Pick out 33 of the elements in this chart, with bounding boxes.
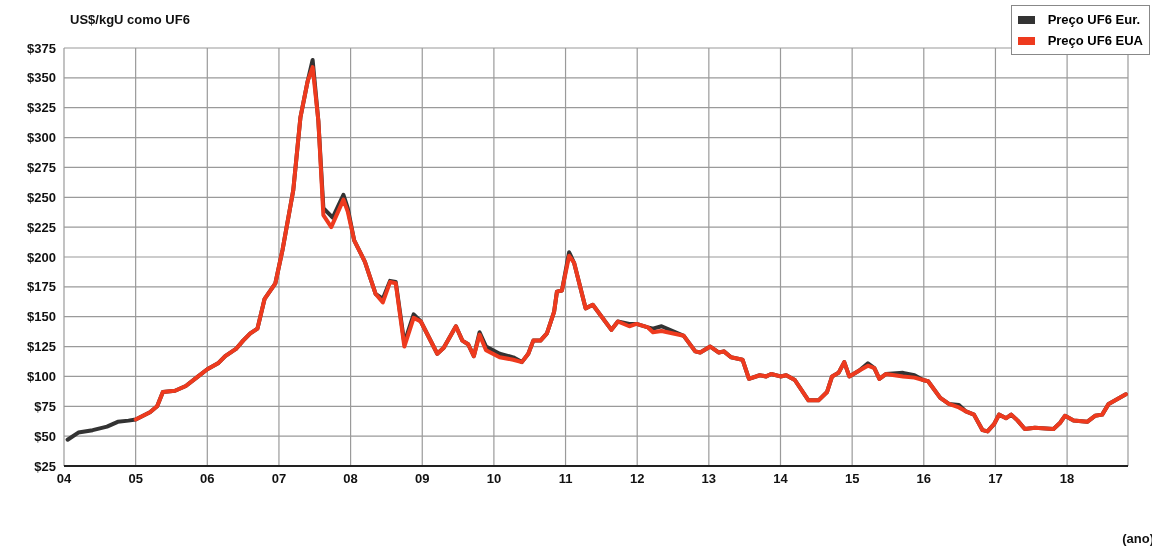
y-tick-label: $150 <box>27 309 56 325</box>
y-tick-label: $300 <box>27 130 56 146</box>
y-tick-label: $375 <box>27 40 56 56</box>
y-axis-title: US$/kgU como UF6 <box>70 12 190 27</box>
y-tick-label: $50 <box>34 428 56 444</box>
y-tick-label: $200 <box>27 249 56 265</box>
x-tick-label: 16 <box>916 471 932 487</box>
y-tick-label: $25 <box>34 458 56 474</box>
legend-label: Preço UF6 EUA <box>1047 33 1143 48</box>
x-tick-label: 06 <box>200 471 215 487</box>
legend-label: Preço UF6 Eur. <box>1047 12 1141 27</box>
y-tick-label: $250 <box>27 189 56 205</box>
x-tick-label: 13 <box>701 471 717 487</box>
x-tick-label: 11 <box>558 471 573 487</box>
x-tick-label: 04 <box>56 471 72 487</box>
x-tick-label: 18 <box>1059 471 1075 487</box>
x-tick-label: 10 <box>486 471 502 487</box>
y-tick-label: $350 <box>27 70 56 86</box>
y-tick-label: $175 <box>27 279 56 295</box>
y-tick-label: $75 <box>34 398 56 414</box>
x-tick-label: 08 <box>343 471 358 487</box>
y-tick-label: $125 <box>27 339 56 355</box>
x-tick-label: 09 <box>415 471 430 487</box>
y-tick-label: $100 <box>27 369 56 385</box>
x-tick-label: 17 <box>988 471 1003 487</box>
x-tick-label: 12 <box>629 471 645 487</box>
x-tick-label: 15 <box>844 471 860 487</box>
x-tick-label: 05 <box>128 471 143 487</box>
x-tick-label: 07 <box>271 471 287 487</box>
y-tick-label: $225 <box>27 219 56 235</box>
y-tick-label: $325 <box>27 100 56 116</box>
x-tick-label: 14 <box>773 471 789 487</box>
y-tick-label: $275 <box>27 160 56 176</box>
